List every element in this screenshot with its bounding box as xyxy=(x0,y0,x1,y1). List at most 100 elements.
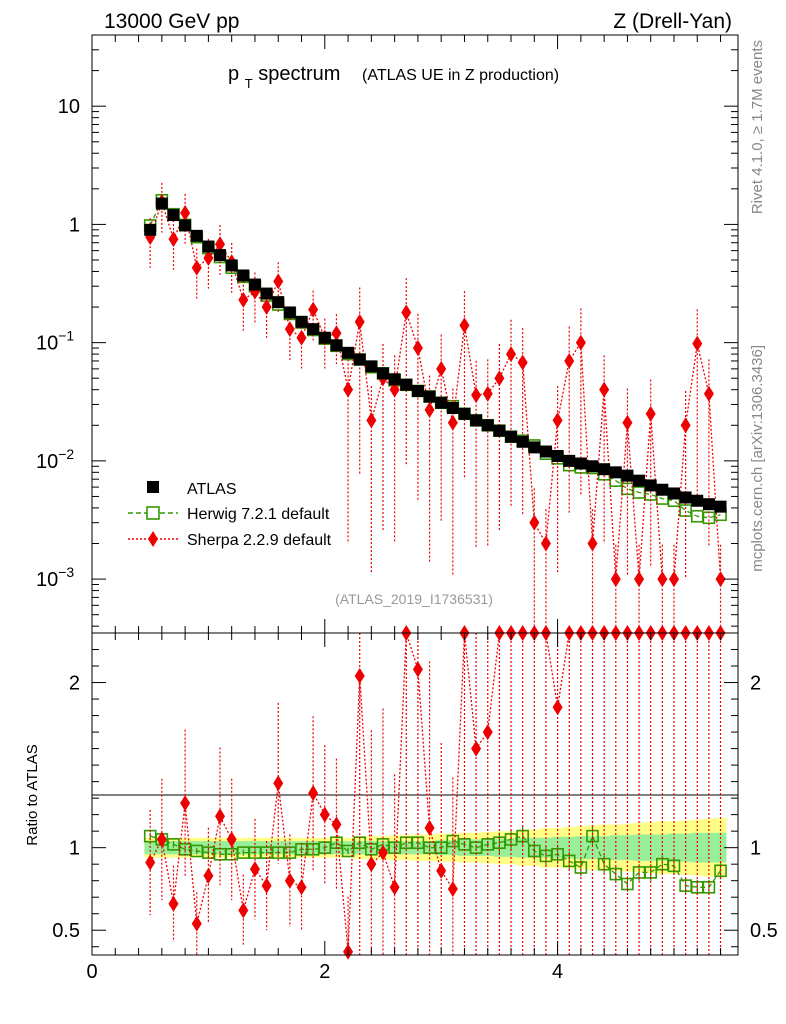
ratio-sherpa-point xyxy=(249,861,260,878)
main-data-point xyxy=(260,287,273,300)
main-sherpa-point xyxy=(401,304,412,321)
main-sherpa-point xyxy=(668,571,679,588)
ratio-sherpa-point xyxy=(366,856,377,873)
ratio-sherpa-point xyxy=(471,740,482,757)
main-ytick-label: 10−2 xyxy=(36,446,74,473)
main-sherpa-point xyxy=(564,352,575,369)
ratio-xtick-label: 0 xyxy=(86,961,97,983)
main-sherpa-point xyxy=(331,325,342,342)
main-sherpa-point xyxy=(459,317,470,334)
main-data-point xyxy=(702,498,715,511)
main-data-point xyxy=(493,424,506,437)
ratio-sherpa-point xyxy=(412,661,423,678)
main-data-point xyxy=(598,463,611,476)
main-data-point xyxy=(214,249,227,262)
ratio-sherpa-point xyxy=(389,879,400,896)
main-sherpa-point xyxy=(471,387,482,404)
main-sherpa-point xyxy=(482,385,493,402)
main-sherpa-point xyxy=(529,514,540,531)
main-data-point xyxy=(528,441,541,454)
main-sherpa-point xyxy=(436,360,447,377)
ratio-herwig-point xyxy=(609,867,623,881)
main-sherpa-point xyxy=(284,321,295,338)
main-sherpa-point xyxy=(412,340,423,357)
main-sherpa-point xyxy=(191,259,202,276)
chart-title: p T spectrum xyxy=(228,63,340,93)
main-sherpa-point xyxy=(506,346,517,363)
ratio-frame xyxy=(91,632,739,956)
ratio-ytick-label-right: 0.5 xyxy=(750,920,778,942)
main-sherpa-point xyxy=(587,535,598,552)
main-data-point xyxy=(505,430,518,443)
legend-herwig-marker xyxy=(146,506,160,520)
main-sherpa-point xyxy=(308,301,319,318)
title-rest: spectrum xyxy=(258,63,340,85)
ratio-panel: 0.5 0.5 1 1 2 2 0 2 4 Ratio to ATLAS xyxy=(24,625,778,983)
main-sherpa-point xyxy=(680,417,691,434)
main-data-point xyxy=(248,278,261,291)
main-ytick-label: 1 xyxy=(69,214,80,236)
chart-title-note: (ATLAS UE in Z production) xyxy=(362,67,559,84)
main-data-point xyxy=(353,353,366,366)
main-data-point xyxy=(714,500,727,513)
ratio-sherpa-point xyxy=(180,795,191,812)
main-panel: 10 1 10−1 10−2 10−3 p T spectrum (ATLAS UE i… xyxy=(36,34,739,634)
main-sherpa-point xyxy=(354,313,365,330)
analysis-id: (ATLAS_2019_I1736531) xyxy=(335,591,493,607)
ratio-herwig-point xyxy=(667,859,681,873)
main-sherpa-point xyxy=(540,535,551,552)
ratio-sherpa-point xyxy=(191,915,202,932)
main-data-point xyxy=(225,259,238,272)
main-data-point xyxy=(574,457,587,470)
main-data-point xyxy=(691,494,704,507)
main-ytick-label: 10−3 xyxy=(36,564,74,591)
ratio-sherpa-point xyxy=(552,699,563,716)
main-sherpa-point xyxy=(296,329,307,346)
legend-sherpa-label: Sherpa 2.2.9 default xyxy=(187,532,332,549)
main-sherpa-point xyxy=(610,571,621,588)
main-sherpa-point xyxy=(180,204,191,221)
main-data-point xyxy=(551,449,564,462)
header-right: Z (Drell-Yan) xyxy=(613,10,732,33)
main-data-point xyxy=(516,435,529,448)
main-sherpa-point xyxy=(261,299,272,316)
ratio-sherpa-point xyxy=(296,879,307,896)
main-data-point xyxy=(190,229,203,242)
main-data-point xyxy=(272,296,285,309)
ratio-sherpa-line xyxy=(149,632,721,952)
main-sherpa-point xyxy=(447,414,458,431)
main-data-point xyxy=(318,331,331,344)
main-sherpa-point xyxy=(692,335,703,352)
main-data-point xyxy=(633,474,646,487)
ratio-xticks: 0 2 4 xyxy=(86,633,722,983)
main-data-point xyxy=(586,460,599,473)
main-sherpa-point xyxy=(273,273,284,290)
ratio-sherpa-point xyxy=(261,877,272,894)
legend-sherpa-marker xyxy=(148,531,158,547)
ratio-sherpa-point xyxy=(284,872,295,889)
main-sherpa-point xyxy=(366,412,377,429)
main-sherpa-point xyxy=(715,571,726,588)
main-sherpa-point xyxy=(343,381,354,398)
main-data-point xyxy=(295,315,308,328)
ratio-sherpa-point xyxy=(319,806,330,823)
title-sub: T xyxy=(245,76,253,91)
header-left: 13000 GeV pp xyxy=(104,10,239,33)
main-sherpa-point xyxy=(634,571,645,588)
legend: ATLAS Herwig 7.2.1 default Sherpa 2.2.9 … xyxy=(128,481,332,549)
mcplots-label: mcplots.cern.ch [arXiv:1306.3436] xyxy=(749,345,766,572)
main-sherpa-point xyxy=(517,354,528,371)
main-data-point xyxy=(539,445,552,458)
main-data-point xyxy=(365,360,378,373)
ratio-sherpa-point xyxy=(482,724,493,741)
ratio-herwig-point xyxy=(434,841,448,854)
main-data-point xyxy=(307,323,320,336)
main-data-point xyxy=(446,402,459,415)
ratio-sherpa-point xyxy=(354,667,365,684)
legend-data-label: ATLAS xyxy=(187,481,237,498)
ratio-herwig-point xyxy=(341,844,355,858)
main-data-point xyxy=(656,483,669,496)
main-ytick-label: 10−1 xyxy=(36,328,74,355)
main-data-point xyxy=(237,269,250,282)
